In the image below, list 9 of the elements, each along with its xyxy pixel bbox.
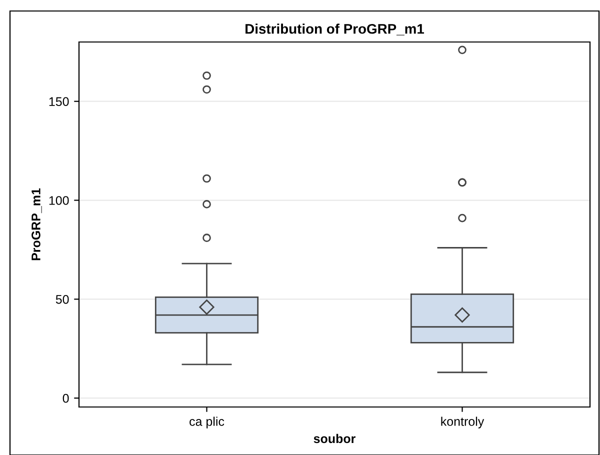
y-tick-label: 150	[49, 97, 69, 106]
y-tick-label: 50	[56, 294, 69, 304]
x-tick-label: ca plic	[190, 416, 224, 428]
y-tick-label: 0	[62, 394, 69, 403]
x-tick-label: kontroly	[441, 416, 484, 428]
y-tick-label: 100	[49, 196, 69, 205]
chart-title: Distribution of ProGRP_m1	[246, 24, 424, 36]
y-axis-title: ProGRP_m1	[32, 188, 42, 260]
x-axis-title: soubor	[314, 434, 356, 444]
